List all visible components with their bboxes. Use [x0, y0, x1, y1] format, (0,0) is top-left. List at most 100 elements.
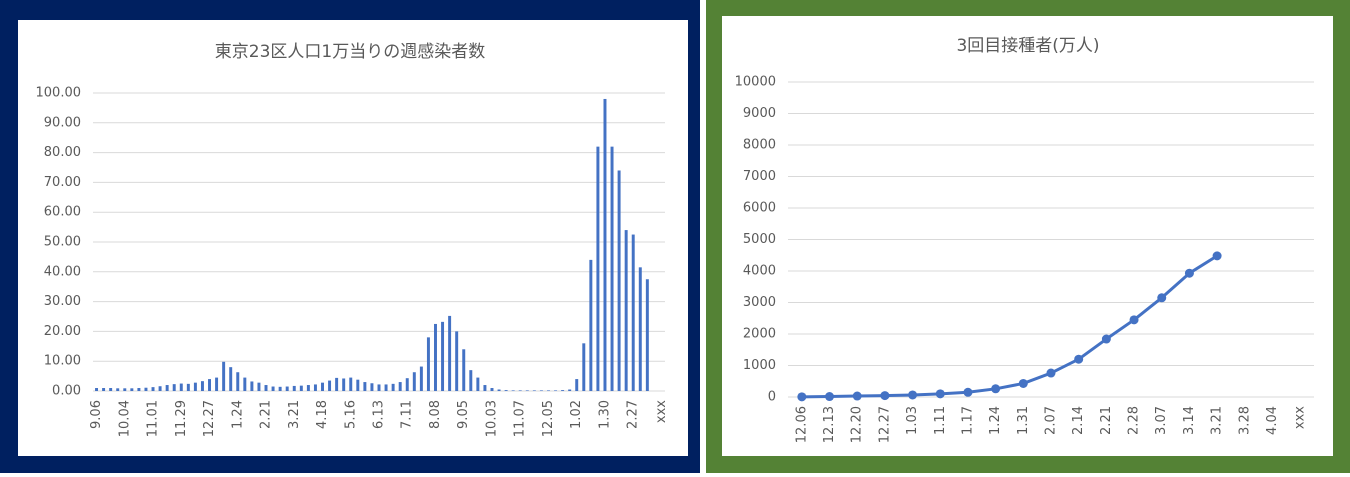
- x-tick-label: 3.07: [1154, 406, 1169, 435]
- x-tick-label: 1.24: [988, 406, 1003, 435]
- bar: [582, 343, 586, 391]
- point: [963, 387, 973, 397]
- bar: [377, 384, 381, 391]
- bar: [130, 388, 134, 391]
- line: [801, 254, 1218, 399]
- x-tick-label: 2.21: [259, 400, 274, 429]
- bar: [539, 390, 543, 391]
- point: [1157, 293, 1167, 303]
- bar: [497, 389, 501, 391]
- bar: [257, 382, 261, 391]
- bar: [95, 388, 99, 391]
- bar: [208, 379, 212, 391]
- point: [935, 389, 945, 399]
- y-tick-label: 80.00: [44, 145, 81, 160]
- x-tick-label: xxx: [654, 400, 669, 423]
- bar: [116, 388, 120, 391]
- x-tick-label: 4.04: [1265, 406, 1280, 435]
- x-tick-label: 6.13: [372, 400, 387, 429]
- x-tick-label: 12.13: [822, 406, 837, 443]
- y-tick-label: 20.00: [44, 324, 81, 339]
- bar: [384, 384, 388, 391]
- bar: [476, 377, 480, 391]
- point: [880, 391, 890, 401]
- y-tick-label: 90.00: [44, 115, 81, 130]
- bar: [554, 390, 558, 391]
- bar: [575, 379, 579, 391]
- x-tick-label: 2.07: [1044, 406, 1059, 435]
- bar: [321, 382, 324, 391]
- bar: [603, 98, 607, 392]
- x-tick-label: 11.01: [146, 400, 161, 437]
- y-tick-label: 1000: [743, 358, 776, 373]
- point: [1018, 378, 1028, 388]
- x-tick-label: 5.16: [343, 400, 358, 429]
- point: [1074, 354, 1084, 364]
- bar: [645, 279, 649, 391]
- bar: [123, 388, 127, 391]
- y-tick-label: 8000: [743, 138, 776, 153]
- point: [1184, 268, 1194, 278]
- bar: [292, 385, 296, 391]
- bar: [193, 382, 197, 391]
- bar: [391, 383, 395, 391]
- y-tick-label: 0.00: [52, 384, 81, 399]
- bar: [631, 234, 635, 391]
- y-tick-label: 50.00: [44, 235, 81, 250]
- bar: [568, 389, 572, 391]
- bar: [617, 170, 621, 391]
- y-tick-label: 60.00: [44, 205, 81, 220]
- bar: [328, 380, 332, 391]
- y-tick-label: 0: [768, 390, 776, 405]
- y-tick-label: 9000: [743, 106, 776, 121]
- bar: [525, 390, 529, 391]
- y-tick-label: 5000: [743, 232, 776, 247]
- point: [1046, 368, 1056, 378]
- point: [1101, 334, 1111, 344]
- bar: [462, 349, 466, 391]
- x-tick-label: 7.11: [400, 400, 415, 429]
- bar: [610, 146, 614, 391]
- y-tick-label: 10.00: [44, 354, 81, 369]
- x-tick-label: 4.18: [315, 400, 330, 429]
- x-tick-label: 1.03: [905, 406, 920, 435]
- bar: [511, 390, 515, 391]
- point: [1129, 315, 1139, 325]
- bar: [165, 385, 169, 391]
- bar: [109, 388, 113, 391]
- bar: [546, 390, 550, 391]
- bar: [144, 387, 148, 391]
- bar: [624, 230, 628, 391]
- y-tick-label: 40.00: [44, 264, 81, 279]
- x-tick-label: 1.02: [569, 400, 584, 429]
- x-tick-label: 12.05: [541, 400, 556, 437]
- bar: [250, 381, 254, 391]
- x-tick-label: 12.20: [850, 406, 865, 443]
- bar: [229, 367, 233, 391]
- bar: [299, 385, 303, 391]
- bar: [271, 386, 275, 391]
- x-tick-label: 9.05: [456, 400, 471, 429]
- bar: [236, 372, 240, 391]
- bar: [172, 384, 176, 391]
- bar: [455, 331, 459, 391]
- x-tick-label: 1.24: [230, 400, 245, 429]
- bar: [370, 383, 374, 391]
- x-tick-label: 1.31: [1016, 406, 1031, 435]
- bar: [532, 390, 536, 391]
- x-tick-label: 3.28: [1237, 406, 1252, 435]
- bar: [200, 381, 204, 391]
- bar: [398, 382, 402, 391]
- chart-title: 3回目接種者(万人): [956, 36, 1099, 56]
- y-tick-label: 6000: [743, 201, 776, 216]
- bar: [363, 382, 367, 391]
- bar: [448, 315, 452, 391]
- bar: [306, 385, 310, 391]
- point: [908, 390, 918, 400]
- point: [1212, 251, 1222, 261]
- bar: [589, 259, 593, 391]
- bar: [518, 390, 522, 391]
- y-tick-label: 7000: [743, 169, 776, 184]
- y-tick-label: 2000: [743, 327, 776, 342]
